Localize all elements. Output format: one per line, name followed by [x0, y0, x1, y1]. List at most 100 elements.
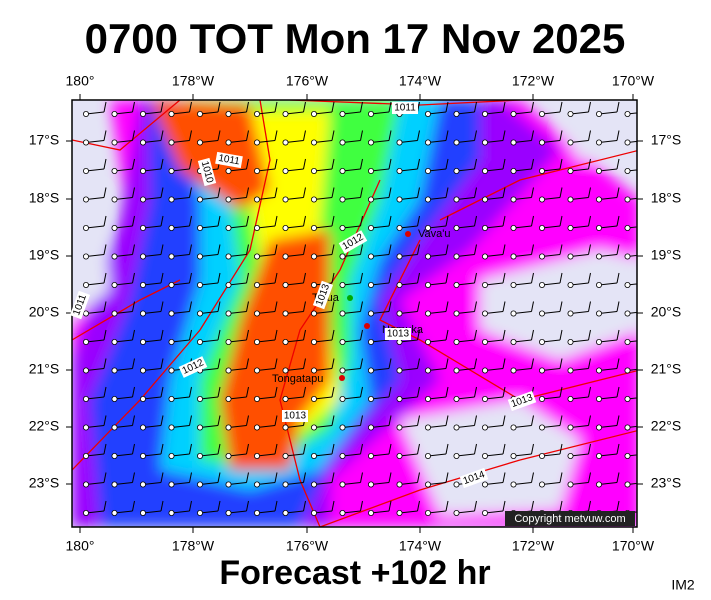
station — [83, 167, 90, 174]
barb-flag — [531, 301, 534, 312]
barb-staff — [171, 282, 190, 286]
barb — [196, 443, 221, 459]
barb-flag — [217, 101, 221, 113]
barb — [481, 500, 506, 516]
barb — [453, 301, 477, 317]
barb-staff — [256, 311, 276, 314]
barb — [424, 443, 449, 459]
barb — [83, 187, 107, 203]
station — [453, 167, 460, 174]
station — [83, 196, 90, 203]
barb-flag — [160, 301, 164, 312]
barb-flag — [246, 272, 249, 284]
lon-label: 172°W — [512, 73, 555, 89]
barb-staff — [171, 168, 190, 172]
station — [168, 167, 175, 174]
barb-flag — [417, 472, 420, 483]
station — [139, 395, 146, 402]
station — [139, 424, 146, 431]
isobar-label-bg — [282, 410, 308, 422]
station — [539, 167, 546, 174]
station — [339, 224, 346, 231]
station — [310, 509, 317, 516]
barb-flag — [474, 215, 477, 227]
barb — [253, 386, 278, 402]
station — [396, 338, 403, 345]
lat-label: 19°S — [29, 247, 60, 263]
barb-staff — [171, 311, 190, 314]
barb-flag — [616, 101, 620, 113]
station — [225, 424, 232, 431]
station — [396, 281, 403, 288]
barb — [253, 187, 278, 203]
barb-flag — [474, 158, 477, 170]
barb-staff — [342, 311, 361, 314]
station — [111, 310, 118, 317]
barb-staff — [285, 140, 304, 143]
barb-staff — [570, 254, 589, 257]
barb-flag — [531, 272, 534, 284]
barb — [396, 386, 420, 402]
station — [453, 224, 460, 231]
barb-staff — [399, 396, 418, 400]
barb-flag — [388, 215, 392, 227]
station — [624, 281, 631, 288]
barb-flag — [588, 101, 591, 113]
barb-staff — [513, 197, 532, 200]
barb-staff — [85, 225, 105, 229]
barb-staff — [199, 425, 219, 428]
barb — [139, 187, 164, 203]
barb — [339, 272, 363, 288]
barb-flag — [616, 187, 620, 198]
barb — [567, 443, 591, 459]
station — [481, 167, 488, 174]
lat-label: 22°S — [651, 418, 682, 434]
barb-flag — [132, 386, 135, 398]
station — [367, 224, 374, 231]
station — [339, 139, 346, 146]
barb-staff — [541, 225, 561, 229]
barb — [453, 130, 477, 146]
barb-staff — [456, 168, 475, 172]
barb-staff — [484, 396, 504, 400]
barb — [339, 215, 363, 231]
barb-staff — [114, 425, 133, 428]
barb — [539, 187, 563, 203]
barb-staff — [85, 311, 105, 314]
lat-label: 23°S — [29, 475, 60, 491]
barb-staff — [142, 197, 162, 200]
barb — [111, 215, 135, 231]
station — [510, 452, 517, 459]
barb — [168, 101, 192, 118]
barb-staff — [484, 339, 504, 343]
lon-label: 178°W — [172, 538, 215, 554]
barb — [225, 187, 249, 203]
barb-flag — [132, 358, 135, 369]
barb — [396, 130, 420, 146]
barb-staff — [570, 482, 589, 485]
barb — [596, 215, 620, 231]
barb-staff — [513, 482, 532, 485]
station — [367, 509, 374, 516]
station — [282, 481, 289, 488]
barb-staff — [171, 140, 190, 143]
barb-flag — [445, 443, 449, 455]
station — [111, 253, 118, 260]
barb-flag — [303, 443, 306, 455]
barb — [310, 244, 335, 260]
station — [225, 167, 232, 174]
barb — [453, 158, 477, 174]
station — [225, 509, 232, 516]
station — [339, 281, 346, 288]
station — [539, 139, 546, 146]
barb-staff — [399, 168, 418, 172]
barb — [310, 500, 335, 516]
barb — [83, 130, 107, 146]
barb-flag — [417, 187, 420, 198]
barb — [225, 301, 249, 317]
barb-flag — [417, 244, 420, 255]
station — [196, 424, 203, 431]
station — [253, 167, 260, 174]
barb-staff — [285, 482, 304, 485]
barb-flag — [445, 130, 449, 141]
